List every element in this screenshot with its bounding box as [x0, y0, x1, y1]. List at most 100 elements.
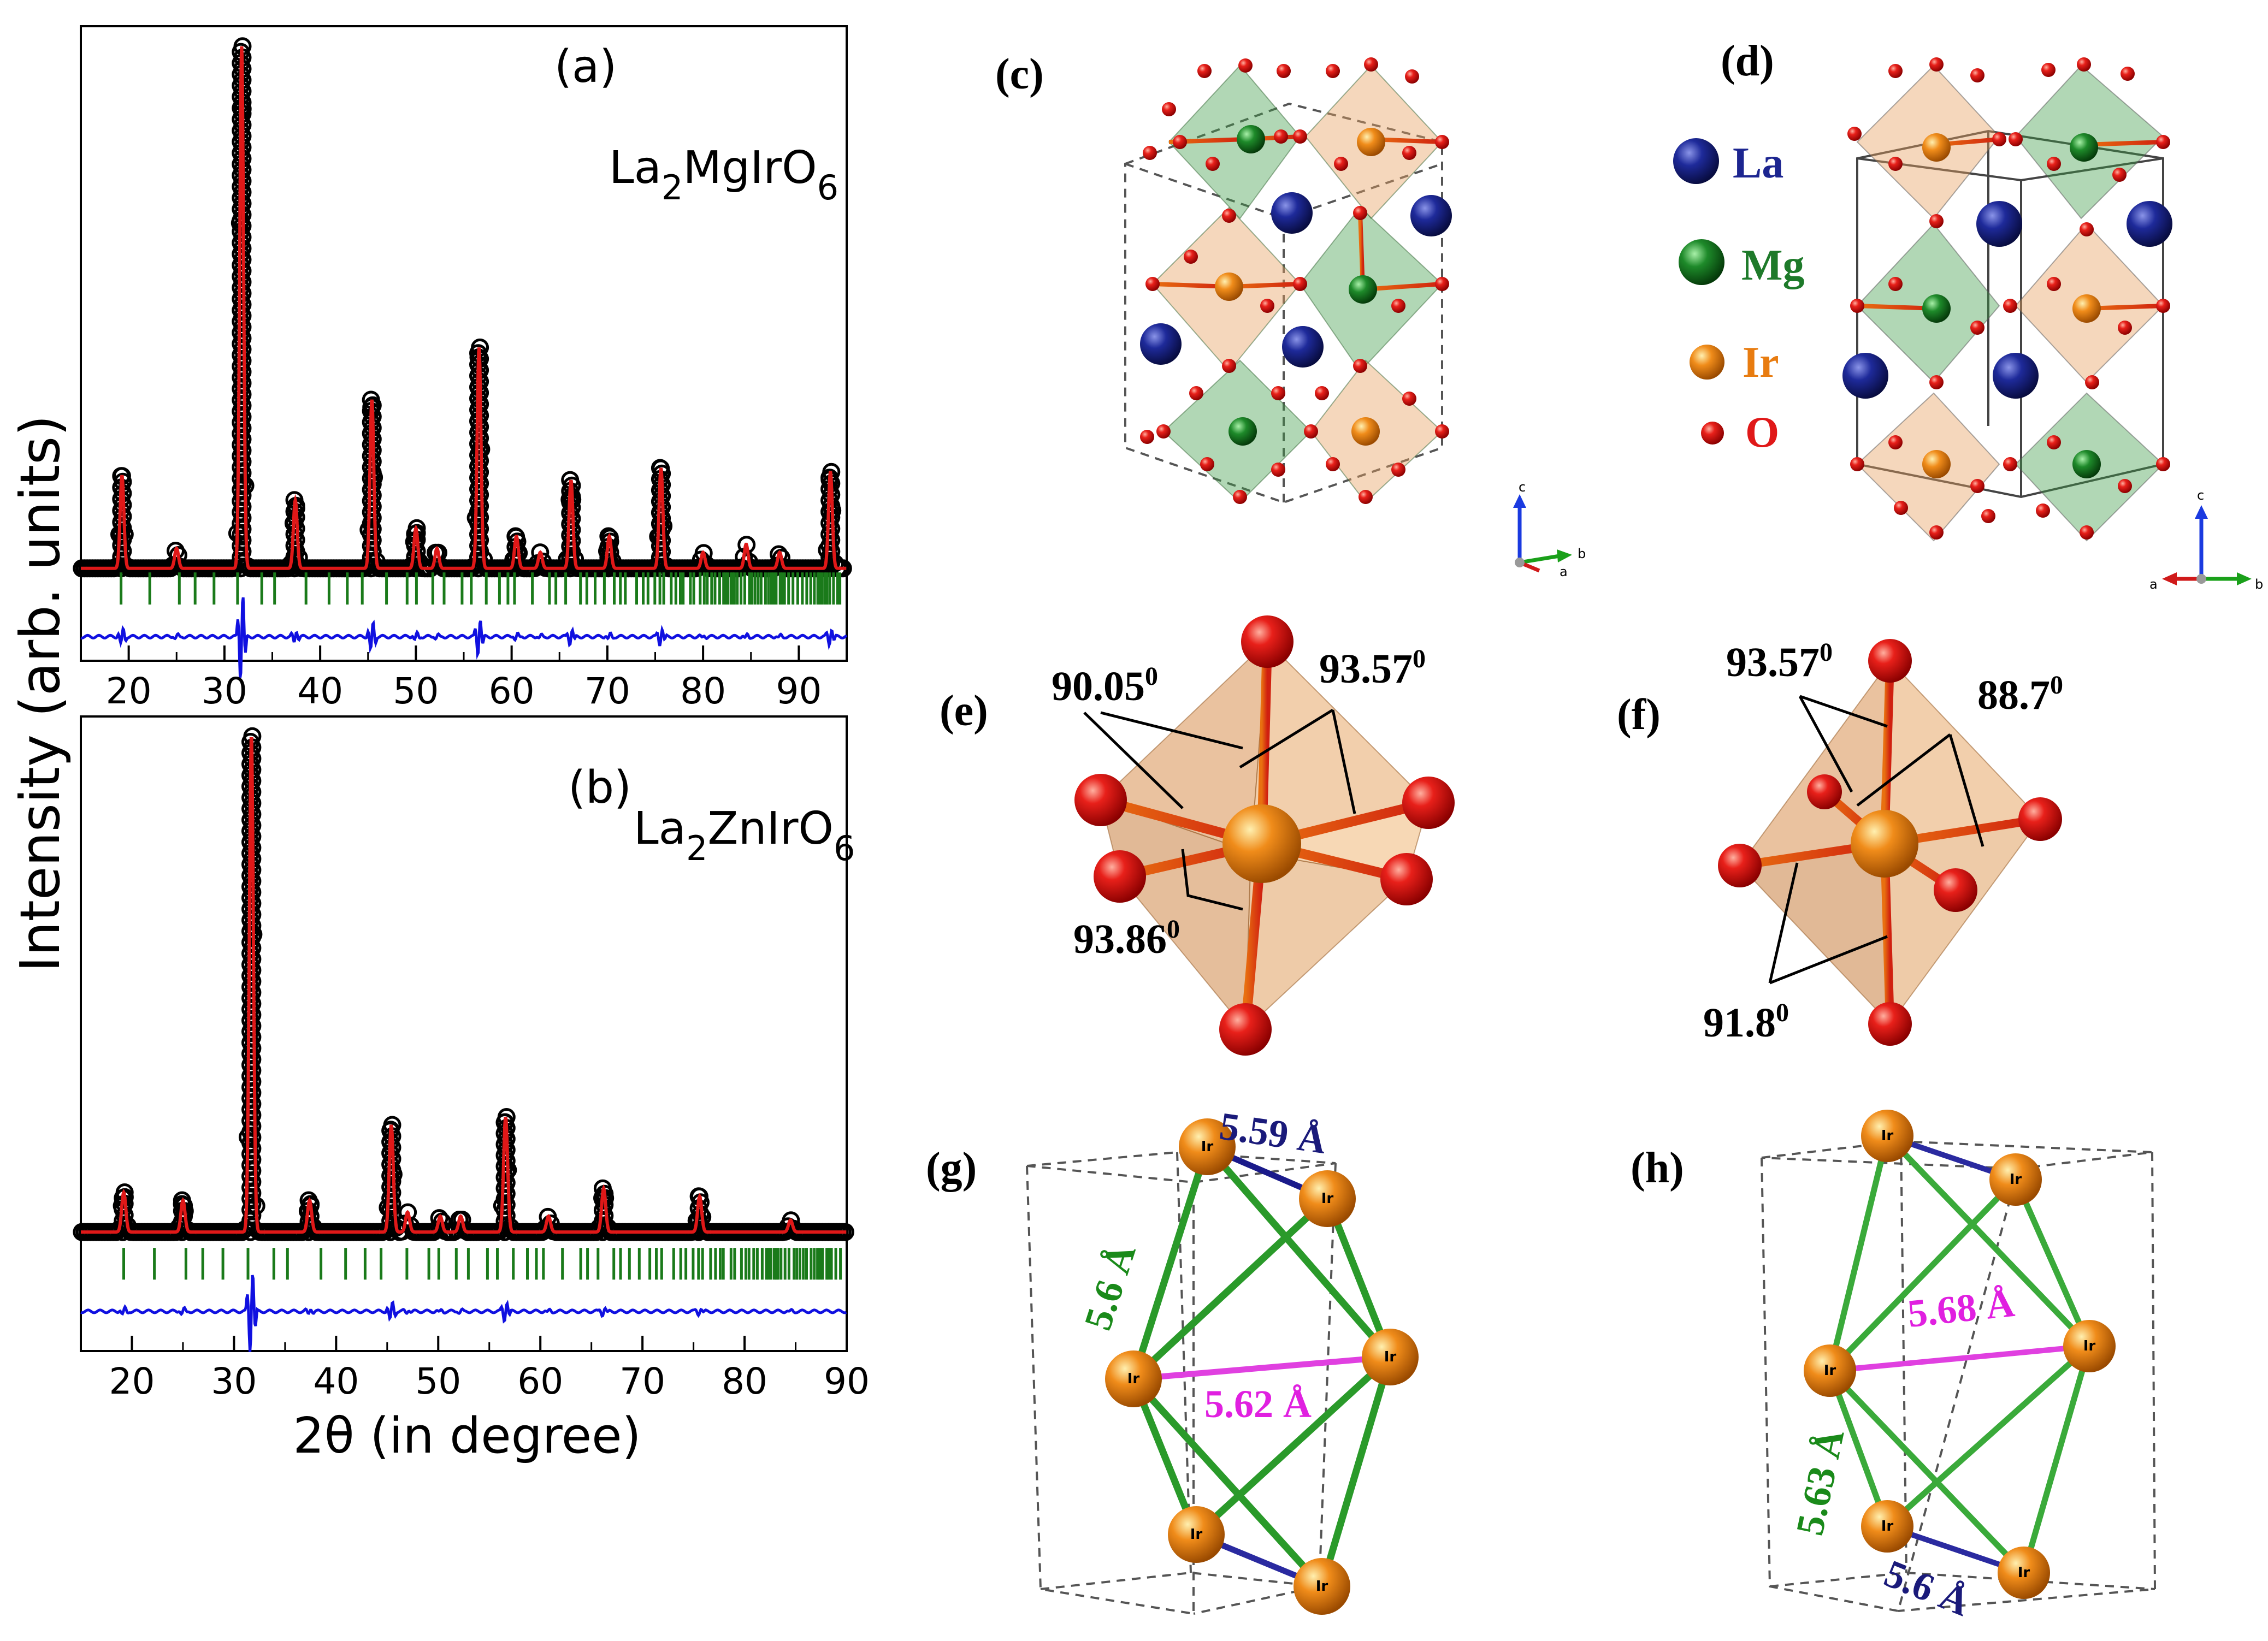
angle-label-e2: 93.570 [1319, 644, 1426, 692]
axis-label-a: a [1560, 564, 1568, 579]
ir-label: Ir [1824, 1362, 1836, 1379]
axis-triad-d: c a b [2149, 488, 2263, 592]
mg-atom [1349, 275, 1377, 304]
o-atom [1718, 844, 1762, 887]
o-atom [1402, 777, 1455, 829]
panel-d: (d) La Mg Ir O [1673, 37, 2263, 592]
ir-label: Ir [2083, 1338, 2096, 1354]
panel-label-h: (h) [1631, 1144, 1684, 1192]
x-tick-label: 90 [776, 670, 822, 712]
ir-label: Ir [1881, 1128, 1894, 1144]
panel-a: 20 30 40 50 60 70 80 90 (a) La2MgIrO6 [73, 25, 852, 712]
panel-label-b: (b) [568, 762, 631, 814]
ir-label: Ir [1321, 1190, 1334, 1207]
bonds-h [1827, 1133, 2093, 1576]
unit-cell-g [1026, 1151, 1337, 1615]
ir-atom [1215, 272, 1243, 301]
distance-label-g2: 5.6 Å [1076, 1239, 1144, 1335]
o-legend-sphere [1701, 422, 1724, 445]
mg-legend-sphere [1679, 239, 1724, 285]
panel-b: 20 30 40 50 60 70 80 90 (b) La2ZnIrO6 2θ (in de… [73, 715, 870, 1465]
la-legend-sphere [1673, 138, 1719, 184]
x-tick-label: 80 [680, 670, 726, 712]
calculated-line [81, 46, 847, 570]
panel-label-a: (a) [554, 41, 617, 93]
panel-label-d: (d) [1721, 37, 1774, 85]
ir-atoms-h: Ir Ir Ir Ir Ir Ir [1804, 1110, 2116, 1599]
ir-atom [1922, 133, 1951, 162]
la-atom [1410, 195, 1452, 236]
ir-label: Ir [1201, 1139, 1214, 1155]
x-tick-label: 40 [313, 1360, 359, 1402]
legend: La Mg Ir O [1673, 138, 1805, 457]
la-atom [1993, 353, 2039, 399]
angle-leaders-e [1083, 708, 1356, 911]
panel-label-g: (g) [926, 1144, 977, 1192]
axis-triad-c: c b a [1513, 479, 1586, 579]
panel-e: (e) [940, 615, 1455, 1056]
ir-atoms-g: Ir Ir Ir Ir Ir Ir [1105, 1118, 1419, 1615]
legend-label-o: O [1745, 408, 1779, 457]
o-atom [1074, 774, 1127, 826]
x-tick-label: 60 [517, 1360, 563, 1402]
la-atom [1271, 192, 1313, 234]
mg-atom [1237, 125, 1265, 153]
axis-label-b: b [1578, 546, 1586, 561]
unit-cell-h [1761, 1140, 2157, 1613]
la-atom [2127, 201, 2172, 247]
mg-atom [2072, 450, 2101, 478]
panel-g: (g) Ir Ir Ir Ir Ir Ir [926, 1104, 1419, 1615]
x-tick-label: 70 [619, 1360, 665, 1402]
ir-label: Ir [1190, 1526, 1203, 1543]
la-atom [1842, 353, 1888, 399]
o-atom [1094, 850, 1146, 903]
angle-label-f2: 88.70 [1977, 671, 2063, 718]
axis-label-c: c [1519, 479, 1526, 495]
panel-label-c: (c) [995, 50, 1044, 98]
angle-leaders-f [1768, 695, 1984, 985]
observed-point [694, 544, 713, 562]
x-tick-label: 40 [297, 670, 343, 712]
calculated-line [81, 737, 847, 1234]
x-tick-label: 20 [106, 670, 152, 712]
axis-label-c: c [2197, 488, 2204, 503]
atoms-d [1842, 57, 2172, 540]
panel-f: (f) 93.57 [1617, 638, 2063, 1046]
y-axis-label: Intensity (arb. units) [8, 415, 72, 972]
o-atom [1934, 868, 1977, 912]
x-tick-label: 30 [202, 670, 247, 712]
axis-label-a: a [2149, 577, 2158, 592]
atoms-f [1718, 639, 2062, 1046]
x-ticks-a: 20 30 40 50 60 70 80 90 [80, 645, 848, 712]
legend-label-mg: Mg [1741, 241, 1805, 289]
plot-b-series [73, 727, 854, 1352]
difference-line [80, 597, 848, 678]
legend-label-la: La [1733, 139, 1783, 187]
x-tick-label: 50 [393, 670, 439, 712]
x-axis-label: 2θ (in degree) [293, 1407, 641, 1465]
x-ticks-b: 20 30 40 50 60 70 80 90 [80, 1336, 870, 1402]
ir-atom [2072, 294, 2101, 323]
angle-label-f1: 93.570 [1726, 638, 1833, 685]
compound-formula-b: La2ZnIrO6 [634, 803, 855, 868]
o-atom [1380, 853, 1433, 905]
ir-label: Ir [1127, 1371, 1140, 1387]
legend-label-ir: Ir [1743, 339, 1779, 387]
ir-atom [1357, 128, 1385, 156]
ir-atom [1222, 804, 1301, 883]
mg-atom [1228, 417, 1257, 446]
o-atom [1219, 1003, 1272, 1056]
ir-atom [1851, 810, 1918, 878]
ir-atom [1922, 450, 1951, 478]
x-tick-label: 20 [109, 1360, 155, 1402]
ir-label: Ir [1316, 1578, 1328, 1595]
x-tick-label: 50 [415, 1360, 461, 1402]
plot-a-series [73, 37, 852, 678]
angle-label-e3: 93.860 [1073, 915, 1180, 962]
octahedron-e [1100, 640, 1430, 1031]
o-atom [1868, 639, 1912, 683]
difference-line [80, 1275, 847, 1352]
ir-legend-sphere [1690, 345, 1724, 380]
distance-label-h2: 5.63 Å [1787, 1425, 1852, 1539]
distance-label-h3: 5.6 Å [1879, 1551, 1976, 1625]
